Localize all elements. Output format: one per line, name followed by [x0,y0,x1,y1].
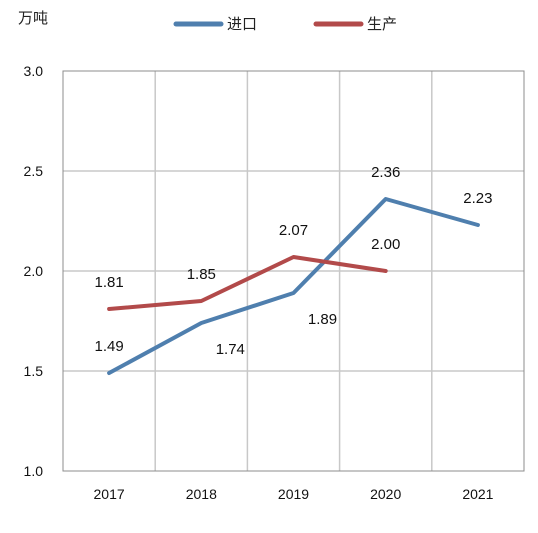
x-tick-label: 2021 [462,486,493,502]
data-label: 1.85 [187,266,216,283]
x-tick-label: 2017 [94,486,125,502]
y-tick-label: 1.0 [24,463,44,479]
y-axis-ticks: 1.0 1.5 2.0 2.5 3.0 [24,63,44,479]
legend-label: 进口 [227,15,257,33]
data-label: 2.23 [463,190,492,207]
y-axis-unit-label: 万吨 [18,9,48,27]
x-tick-label: 2020 [370,486,401,502]
y-tick-label: 2.5 [24,163,44,179]
series-lines [107,197,480,375]
series-line [107,255,388,311]
data-label: 2.07 [279,222,308,239]
y-tick-label: 3.0 [24,63,44,79]
series-line [107,197,480,375]
legend-label: 生产 [367,15,397,33]
data-label: 2.00 [371,236,400,253]
x-tick-label: 2018 [186,486,217,502]
legend: 进口 生产 [173,15,397,33]
plot-area [62,70,525,472]
data-label: 1.74 [216,341,245,358]
data-label: 2.36 [371,164,400,181]
x-axis-ticks: 2017 2018 2019 2020 2021 [94,486,494,502]
y-tick-label: 1.5 [24,363,44,379]
data-label: 1.49 [94,338,123,355]
data-label: 1.89 [308,311,337,328]
data-labels: 1.49 1.74 1.89 2.36 2.23 1.81 1.85 2.07 2.00 [94,164,492,358]
data-label: 1.81 [94,274,123,291]
y-tick-label: 2.0 [24,263,44,279]
x-tick-label: 2019 [278,486,309,502]
grid-lines [63,71,524,471]
